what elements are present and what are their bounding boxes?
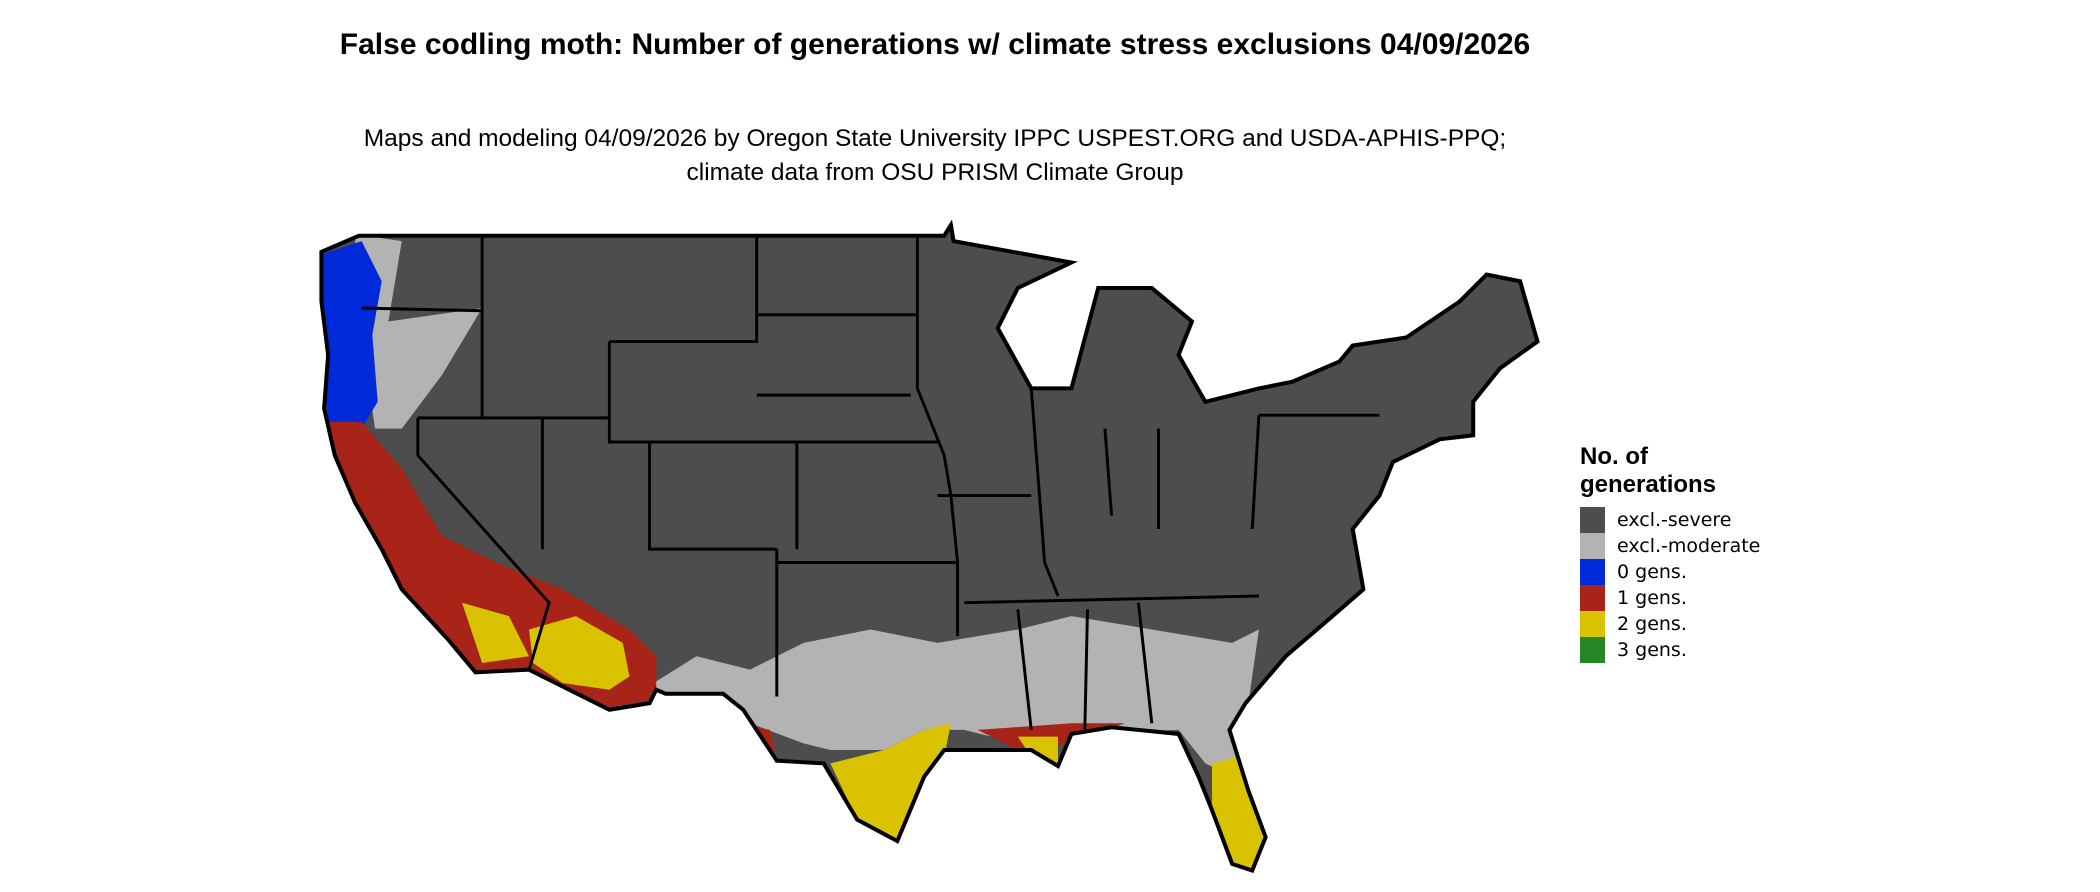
- legend-item: 0 gens.: [1580, 559, 1780, 585]
- legend-label: excl.-severe: [1617, 509, 1732, 531]
- two-gens-region-la: [1017, 736, 1059, 764]
- two-gens-region-ca: [462, 602, 530, 663]
- legend-label: 3 gens.: [1617, 639, 1687, 661]
- excl-moderate-region-south: [642, 616, 1259, 777]
- legend-item: excl.-severe: [1580, 507, 1780, 533]
- excl-moderate-region-nw: [354, 234, 483, 429]
- one-gen-region-gulf: [736, 723, 1125, 761]
- two-gens-region-tx: [830, 723, 951, 842]
- map-title: False codling moth: Number of generation…: [339, 28, 1531, 61]
- legend-label: 1 gens.: [1617, 587, 1687, 609]
- legend-swatch: [1580, 585, 1605, 611]
- legend-item: 1 gens.: [1580, 585, 1780, 611]
- legend-swatch: [1580, 533, 1605, 559]
- legend-label: 0 gens.: [1617, 561, 1687, 583]
- legend-title: No. of generations: [1580, 443, 1717, 498]
- legend-item: 2 gens.: [1580, 611, 1780, 637]
- legend: No. of generations excl.-severe excl.-mod…: [1580, 443, 1780, 663]
- legend-item: excl.-moderate: [1580, 533, 1780, 559]
- legend-label: 2 gens.: [1617, 613, 1687, 635]
- legend-swatch: [1580, 637, 1605, 663]
- legend-label: excl.-moderate: [1617, 535, 1761, 557]
- zero-gens-region: [321, 241, 382, 429]
- map-subtitle: Maps and modeling 04/09/2026 by Oregon S…: [363, 125, 1507, 186]
- two-gens-region-az: [529, 616, 630, 690]
- legend-item: 3 gens.: [1580, 637, 1780, 663]
- legend-swatch: [1580, 559, 1605, 585]
- legend-swatch: [1580, 507, 1605, 533]
- legend-swatch: [1580, 611, 1605, 637]
- state-boundaries: [321, 225, 1537, 871]
- excl-severe-region: [321, 225, 1538, 871]
